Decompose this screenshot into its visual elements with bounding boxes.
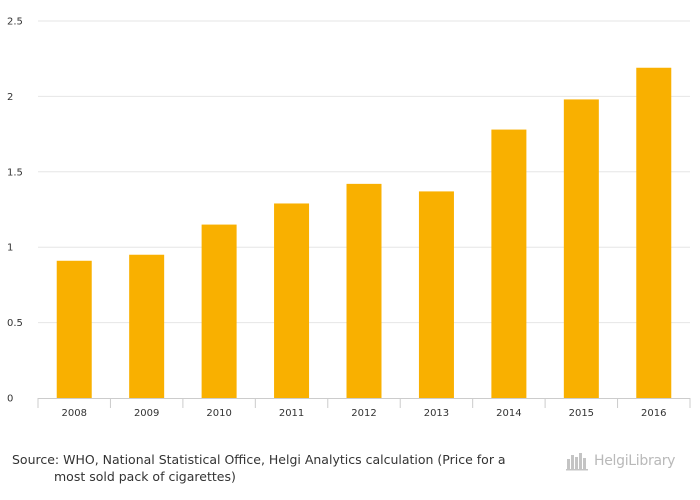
x-tick-label: 2008 xyxy=(61,408,86,419)
helgi-library-logo: HelgiLibrary xyxy=(566,449,694,473)
x-tick-label: 2012 xyxy=(351,408,376,419)
source-note: Source: WHO, National Statistical Office… xyxy=(12,451,532,485)
y-tick-label: 0 xyxy=(7,394,13,405)
y-tick-label: 1.5 xyxy=(7,167,23,178)
x-tick-label: 2015 xyxy=(569,408,594,419)
source-line-2: most sold pack of cigarettes) xyxy=(54,469,236,484)
x-tick-label: 2011 xyxy=(279,408,304,419)
bar-2009 xyxy=(129,254,165,398)
x-tick-label: 2016 xyxy=(641,408,666,419)
y-tick-label: 0.5 xyxy=(7,318,23,329)
helgi-library-logo-icon xyxy=(566,453,588,471)
y-tick-label: 2.5 xyxy=(7,17,23,28)
x-tick-label: 2014 xyxy=(496,408,521,419)
bar-2010 xyxy=(201,224,237,398)
x-tick-label: 2010 xyxy=(206,408,231,419)
bar-2012 xyxy=(346,183,382,398)
y-axis: 0 0.5 1 1.5 2 2.5 xyxy=(7,17,23,405)
bar-2013 xyxy=(418,191,454,398)
x-tick-label: 2009 xyxy=(134,408,159,419)
source-line-1: Source: WHO, National Statistical Office… xyxy=(12,452,506,467)
bar-2016 xyxy=(636,67,672,399)
bar-chart: 2008 2009 2010 2011 2012 2013 2014 2015 2016 0 0.… xyxy=(7,17,691,419)
bar-2015 xyxy=(563,99,599,398)
bar-2008 xyxy=(56,260,92,398)
x-tick-label: 2013 xyxy=(424,408,449,419)
bar-series xyxy=(56,67,672,399)
y-tick-label: 2 xyxy=(7,92,13,103)
bar-2011 xyxy=(274,203,310,398)
y-tick-label: 1 xyxy=(7,243,13,254)
bar-2014 xyxy=(491,129,527,399)
logo-text: HelgiLibrary xyxy=(594,453,676,469)
x-axis: 2008 2009 2010 2011 2012 2013 2014 2015 2016 xyxy=(37,398,691,419)
